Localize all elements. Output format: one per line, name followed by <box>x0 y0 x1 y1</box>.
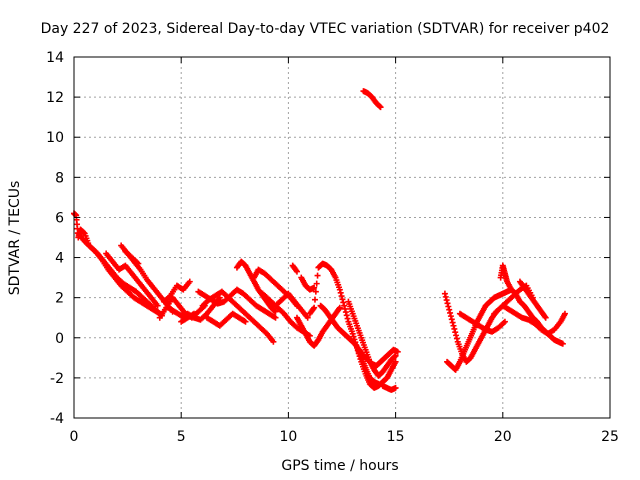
y-tick-label: -2 <box>50 371 64 387</box>
data-point <box>344 315 351 322</box>
data-point <box>349 330 356 337</box>
x-tick-label: 20 <box>494 429 512 445</box>
y-tick-label: -4 <box>50 411 64 427</box>
data-point <box>80 229 87 236</box>
data-point <box>311 296 318 303</box>
x-tick-label: 5 <box>177 429 186 445</box>
data-point <box>350 333 357 340</box>
data-point <box>442 293 449 300</box>
data-point <box>312 288 319 295</box>
data-point <box>452 329 459 336</box>
data-point <box>313 280 320 287</box>
data-point <box>447 309 454 316</box>
y-tick-label: 0 <box>55 331 64 347</box>
data-point <box>392 358 399 365</box>
data-point <box>443 297 450 304</box>
y-tick-label: 4 <box>55 251 64 267</box>
data-point <box>453 332 460 339</box>
data-point <box>336 304 343 311</box>
data-point <box>354 347 361 354</box>
y-tick-label: 14 <box>46 50 64 66</box>
data-point <box>392 352 399 359</box>
data-point <box>293 268 300 275</box>
data-point <box>314 272 321 279</box>
data-point <box>376 103 383 110</box>
data-point <box>377 104 384 111</box>
data-point <box>355 350 362 357</box>
data-point <box>445 303 452 310</box>
axis-tick-labels: 0 5 10 15 20 25 -4 -2 0 2 4 6 8 10 12 14 <box>46 50 619 445</box>
data-point <box>342 305 349 312</box>
data-point <box>186 278 193 285</box>
data-point <box>336 286 343 293</box>
axis-ticks <box>73 56 611 419</box>
data-point <box>559 340 566 347</box>
x-tick-label: 0 <box>70 429 79 445</box>
data-point <box>444 300 451 307</box>
y-tick-label: 8 <box>55 170 64 186</box>
data-point <box>342 309 349 316</box>
x-tick-label: 25 <box>601 429 619 445</box>
data-point <box>343 312 350 319</box>
data-point <box>357 356 364 363</box>
data-point <box>448 316 455 323</box>
data-point <box>449 319 456 326</box>
data-point <box>242 318 249 325</box>
data-point <box>135 260 142 267</box>
data-point <box>356 353 363 360</box>
data-point <box>446 306 453 313</box>
data-point <box>392 384 399 391</box>
data-point <box>271 307 278 314</box>
data-point <box>339 296 346 303</box>
data-point <box>451 325 458 332</box>
x-axis-title: GPS time / hours <box>281 458 398 474</box>
data-point <box>337 289 344 296</box>
data-point <box>272 314 279 321</box>
data-point <box>501 318 508 325</box>
chart-title: Day 227 of 2023, Sidereal Day-to-day VTE… <box>41 21 610 37</box>
data-point <box>542 314 549 321</box>
plot-frame <box>73 56 611 419</box>
y-tick-label: 6 <box>55 210 64 226</box>
data-point <box>450 322 457 329</box>
data-point <box>391 353 398 360</box>
data-point <box>441 290 448 297</box>
data-point <box>394 348 401 355</box>
data-point <box>272 308 279 315</box>
y-tick-label: 10 <box>46 130 64 146</box>
data-point <box>447 313 454 320</box>
data-point <box>338 293 345 300</box>
data-point <box>311 304 318 311</box>
y-tick-label: 2 <box>55 291 64 307</box>
data-point <box>453 335 460 342</box>
data-point <box>304 314 311 321</box>
data-point <box>270 338 277 345</box>
data-point <box>354 344 361 351</box>
x-tick-label: 10 <box>279 429 297 445</box>
data-points <box>71 88 568 393</box>
data-point <box>561 310 568 317</box>
data-point <box>341 302 348 309</box>
grid-lines <box>74 57 610 418</box>
y-tick-label: 12 <box>46 90 64 106</box>
data-point <box>340 299 347 306</box>
y-axis-title: SDTVAR / TECUs <box>7 181 23 296</box>
data-point <box>154 302 161 309</box>
data-point <box>311 284 318 291</box>
data-point <box>191 310 198 317</box>
x-tick-label: 15 <box>387 429 405 445</box>
